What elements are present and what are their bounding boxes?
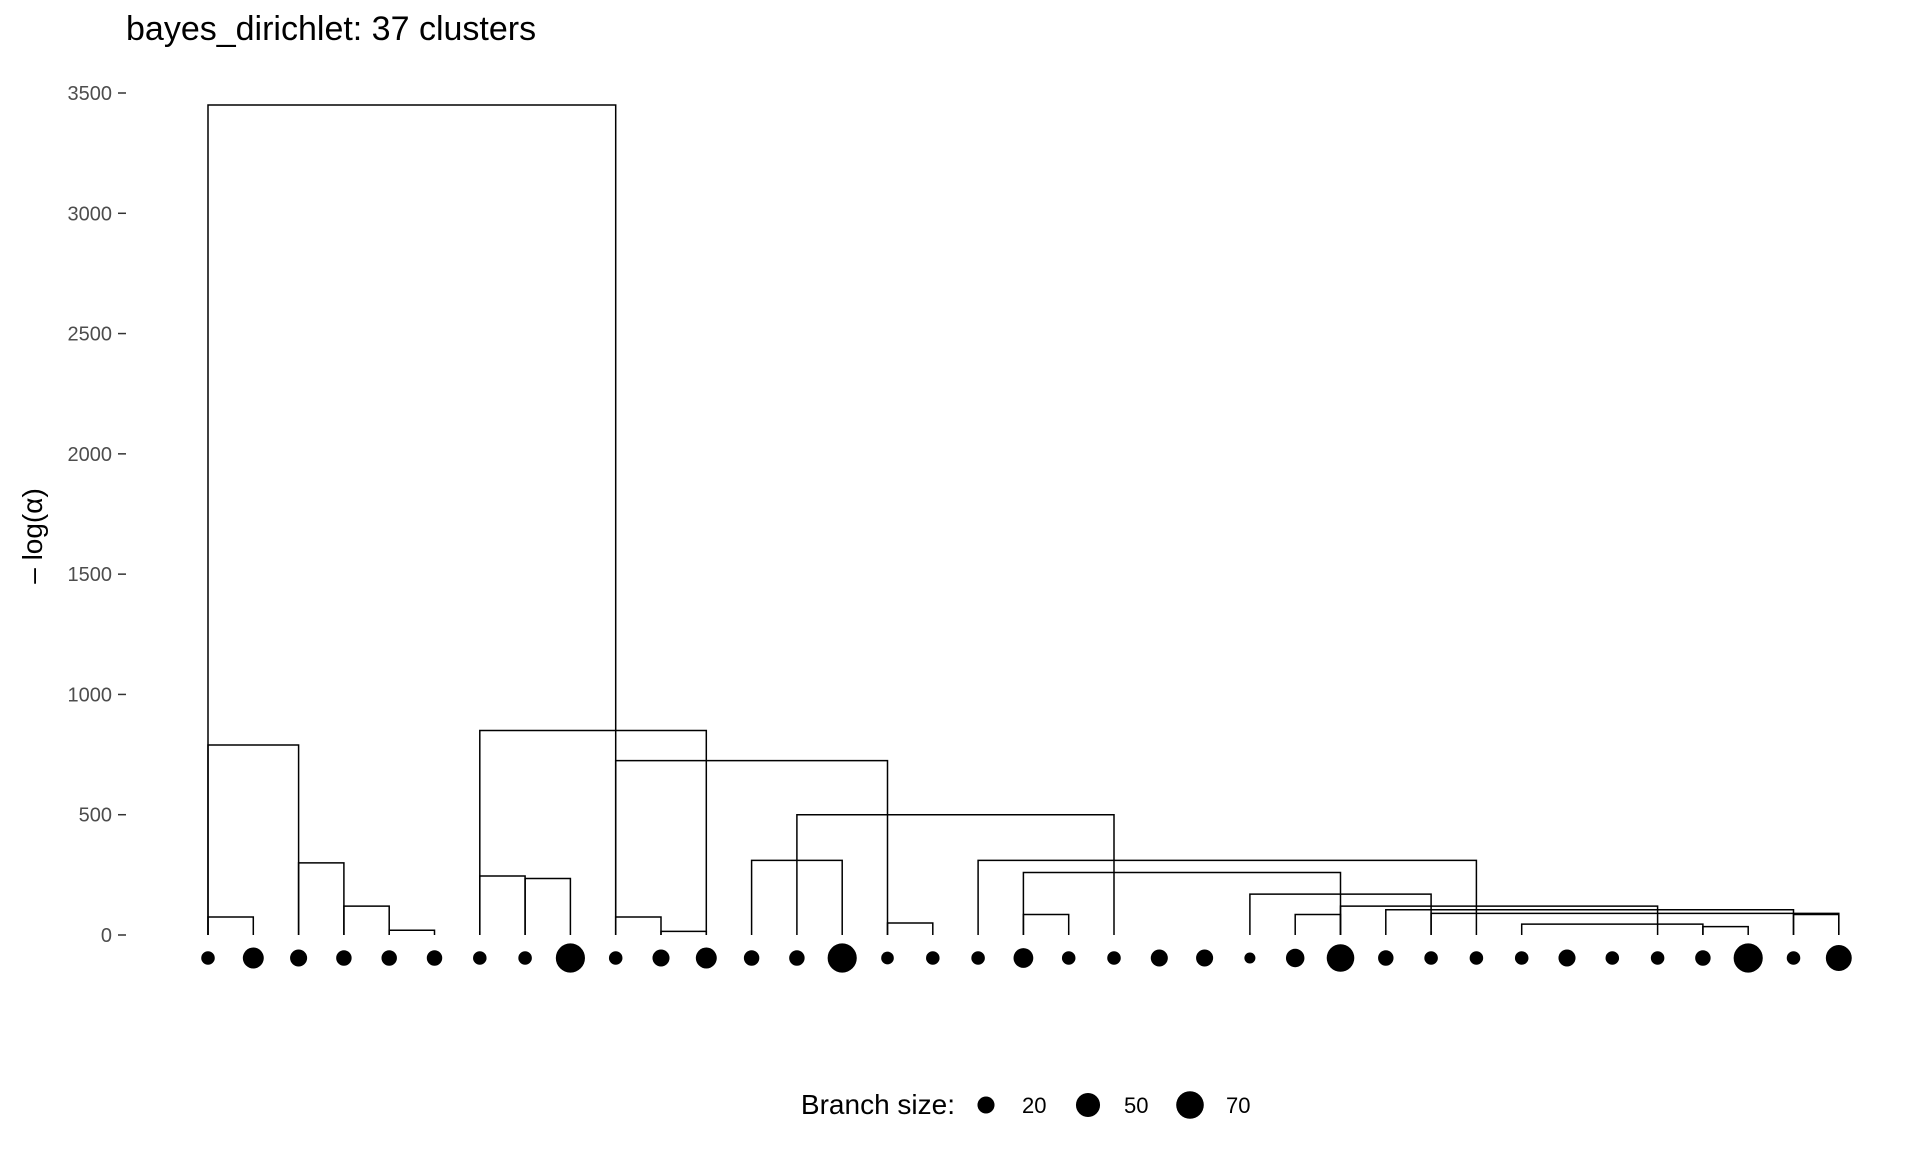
- dendrogram-branch: [479, 875, 526, 935]
- dendrogram-branch: [1294, 913, 1342, 935]
- leaf-point: [473, 951, 487, 965]
- dendrogram-branch: [1022, 871, 1342, 935]
- legend: Branch size: 20 50 70: [801, 1089, 1251, 1120]
- dendrogram-branch: [479, 729, 708, 935]
- leaf-point: [555, 943, 585, 973]
- y-tick-label: 2000: [68, 444, 113, 466]
- leaf-point: [381, 950, 397, 966]
- dendrogram-branch: [660, 930, 708, 935]
- dendrogram-branch: [1702, 925, 1749, 935]
- y-tick-label: 3500: [68, 83, 113, 105]
- leaf-point: [1733, 943, 1763, 973]
- leaf-point: [926, 951, 940, 965]
- leaf-point: [1150, 949, 1168, 967]
- dendrogram-branch: [1520, 923, 1704, 935]
- dendrogram-branch: [977, 859, 1478, 935]
- leaf-point: [1650, 951, 1665, 965]
- leaf-point: [1244, 952, 1256, 964]
- dendrogram-branch: [1339, 905, 1659, 935]
- dendrogram-branch: [614, 759, 889, 935]
- y-tick-label: 2500: [68, 324, 113, 346]
- leaf-point: [789, 950, 805, 966]
- legend-size-marker: [1176, 1091, 1204, 1119]
- leaf-point: [1378, 950, 1394, 966]
- dendrogram-branch: [388, 929, 436, 935]
- leaf-point: [1013, 948, 1034, 968]
- leaf-point: [1605, 951, 1620, 965]
- leaf-point: [608, 951, 623, 965]
- leaf-point: [971, 951, 985, 965]
- leaf-point: [1061, 951, 1076, 965]
- legend-size-marker: [1075, 1092, 1101, 1118]
- y-tick-label: 0: [101, 925, 112, 947]
- y-axis: 0 500 1000 1500 2000 2500 3000 3500: [68, 83, 126, 947]
- leaf-point: [336, 950, 352, 966]
- dendrogram-branch: [1022, 913, 1070, 935]
- leaf-point: [1469, 951, 1484, 965]
- leaf-point: [1825, 945, 1852, 971]
- leaf-point: [827, 943, 857, 973]
- legend-size-marker: [977, 1096, 995, 1114]
- legend-title: Branch size:: [801, 1089, 955, 1120]
- leaf-point: [743, 950, 760, 966]
- leaf-point: [1196, 949, 1214, 967]
- dendrogram-branch: [207, 104, 617, 935]
- dendrogram-branch: [614, 916, 662, 935]
- leaf-point: [1514, 951, 1529, 965]
- dendrogram-branch: [343, 905, 390, 935]
- leaf-point: [242, 947, 264, 969]
- y-tick-label: 1500: [68, 564, 113, 586]
- y-axis-label: – log(α): [17, 488, 48, 584]
- leaf-point: [1285, 948, 1305, 968]
- leaf-point: [695, 947, 717, 969]
- chart-title: bayes_dirichlet: 37 clusters: [126, 10, 536, 48]
- legend-size-label: 50: [1124, 1093, 1148, 1118]
- dendrogram-branches: [207, 104, 1840, 935]
- dendrogram-branch: [796, 813, 1115, 935]
- legend-size-label: 70: [1226, 1093, 1250, 1118]
- y-tick-label: 500: [79, 805, 112, 827]
- dendrogram-branch: [297, 862, 345, 935]
- leaf-point: [426, 950, 443, 966]
- leaf-point: [1326, 944, 1355, 972]
- y-tick-label: 1000: [68, 684, 113, 706]
- leaf-point: [881, 951, 894, 965]
- dendrogram-branch: [886, 922, 934, 935]
- dendrogram-branch: [1792, 913, 1840, 935]
- leaf-point: [518, 951, 532, 965]
- leaf-point: [652, 949, 670, 967]
- leaf-point: [1786, 951, 1801, 965]
- dendrogram-branch: [750, 859, 843, 935]
- dendrogram-branch: [207, 744, 300, 935]
- y-tick-label: 3000: [68, 203, 113, 225]
- leaf-point: [1424, 951, 1438, 965]
- dendrogram-branch: [524, 877, 572, 935]
- leaf-points: [201, 943, 1852, 973]
- leaf-point: [1695, 950, 1711, 966]
- legend-size-label: 20: [1022, 1093, 1046, 1118]
- leaf-point: [290, 949, 308, 967]
- leaf-point: [201, 951, 215, 965]
- leaf-point: [1107, 951, 1121, 965]
- leaf-point: [1558, 949, 1576, 967]
- dendrogram-branch: [207, 916, 255, 935]
